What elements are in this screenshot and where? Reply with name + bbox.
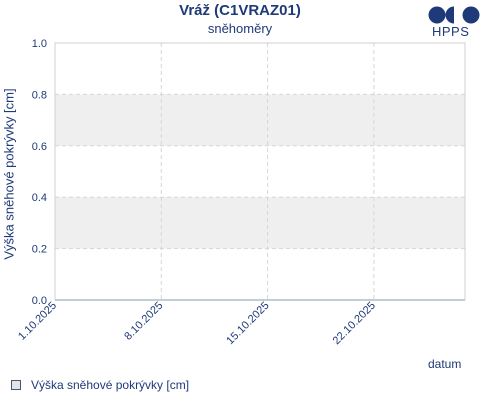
y-tick-label: 0.6	[32, 141, 47, 153]
logo-circle-right	[462, 6, 480, 24]
legend[interactable]: Výška sněhové pokrývky [cm]	[11, 378, 189, 392]
plot-frame	[54, 42, 466, 301]
x-tick-label: 8.10.2025	[122, 300, 165, 343]
chart-subtitle: sněhoměry	[207, 21, 273, 36]
y-tick-label: 0.2	[32, 244, 47, 256]
logo-circle-left	[428, 6, 446, 24]
chart-title: Vráž (C1VRAZ01)	[179, 2, 301, 19]
legend-swatch	[11, 380, 21, 390]
logo-half-circle	[445, 6, 454, 24]
y-tick-label: 1.0	[32, 38, 47, 50]
grid-band	[55, 94, 465, 146]
y-tick-label: 0.0	[32, 295, 47, 307]
y-tick-label: 0.8	[32, 89, 47, 101]
y-axis-label: Výška sněhové pokrývky [cm]	[1, 88, 17, 260]
y-tick-label: 0.4	[32, 192, 47, 204]
x-tick-label: 22.10.2025	[331, 300, 378, 347]
x-axis-label: datum	[428, 357, 462, 371]
logo-text: HPPS	[432, 24, 470, 39]
legend-label: Výška sněhové pokrývky [cm]	[31, 378, 190, 392]
grid-band	[55, 197, 465, 249]
x-tick-label: 15.10.2025	[224, 300, 271, 347]
hpps-logo	[428, 6, 480, 24]
